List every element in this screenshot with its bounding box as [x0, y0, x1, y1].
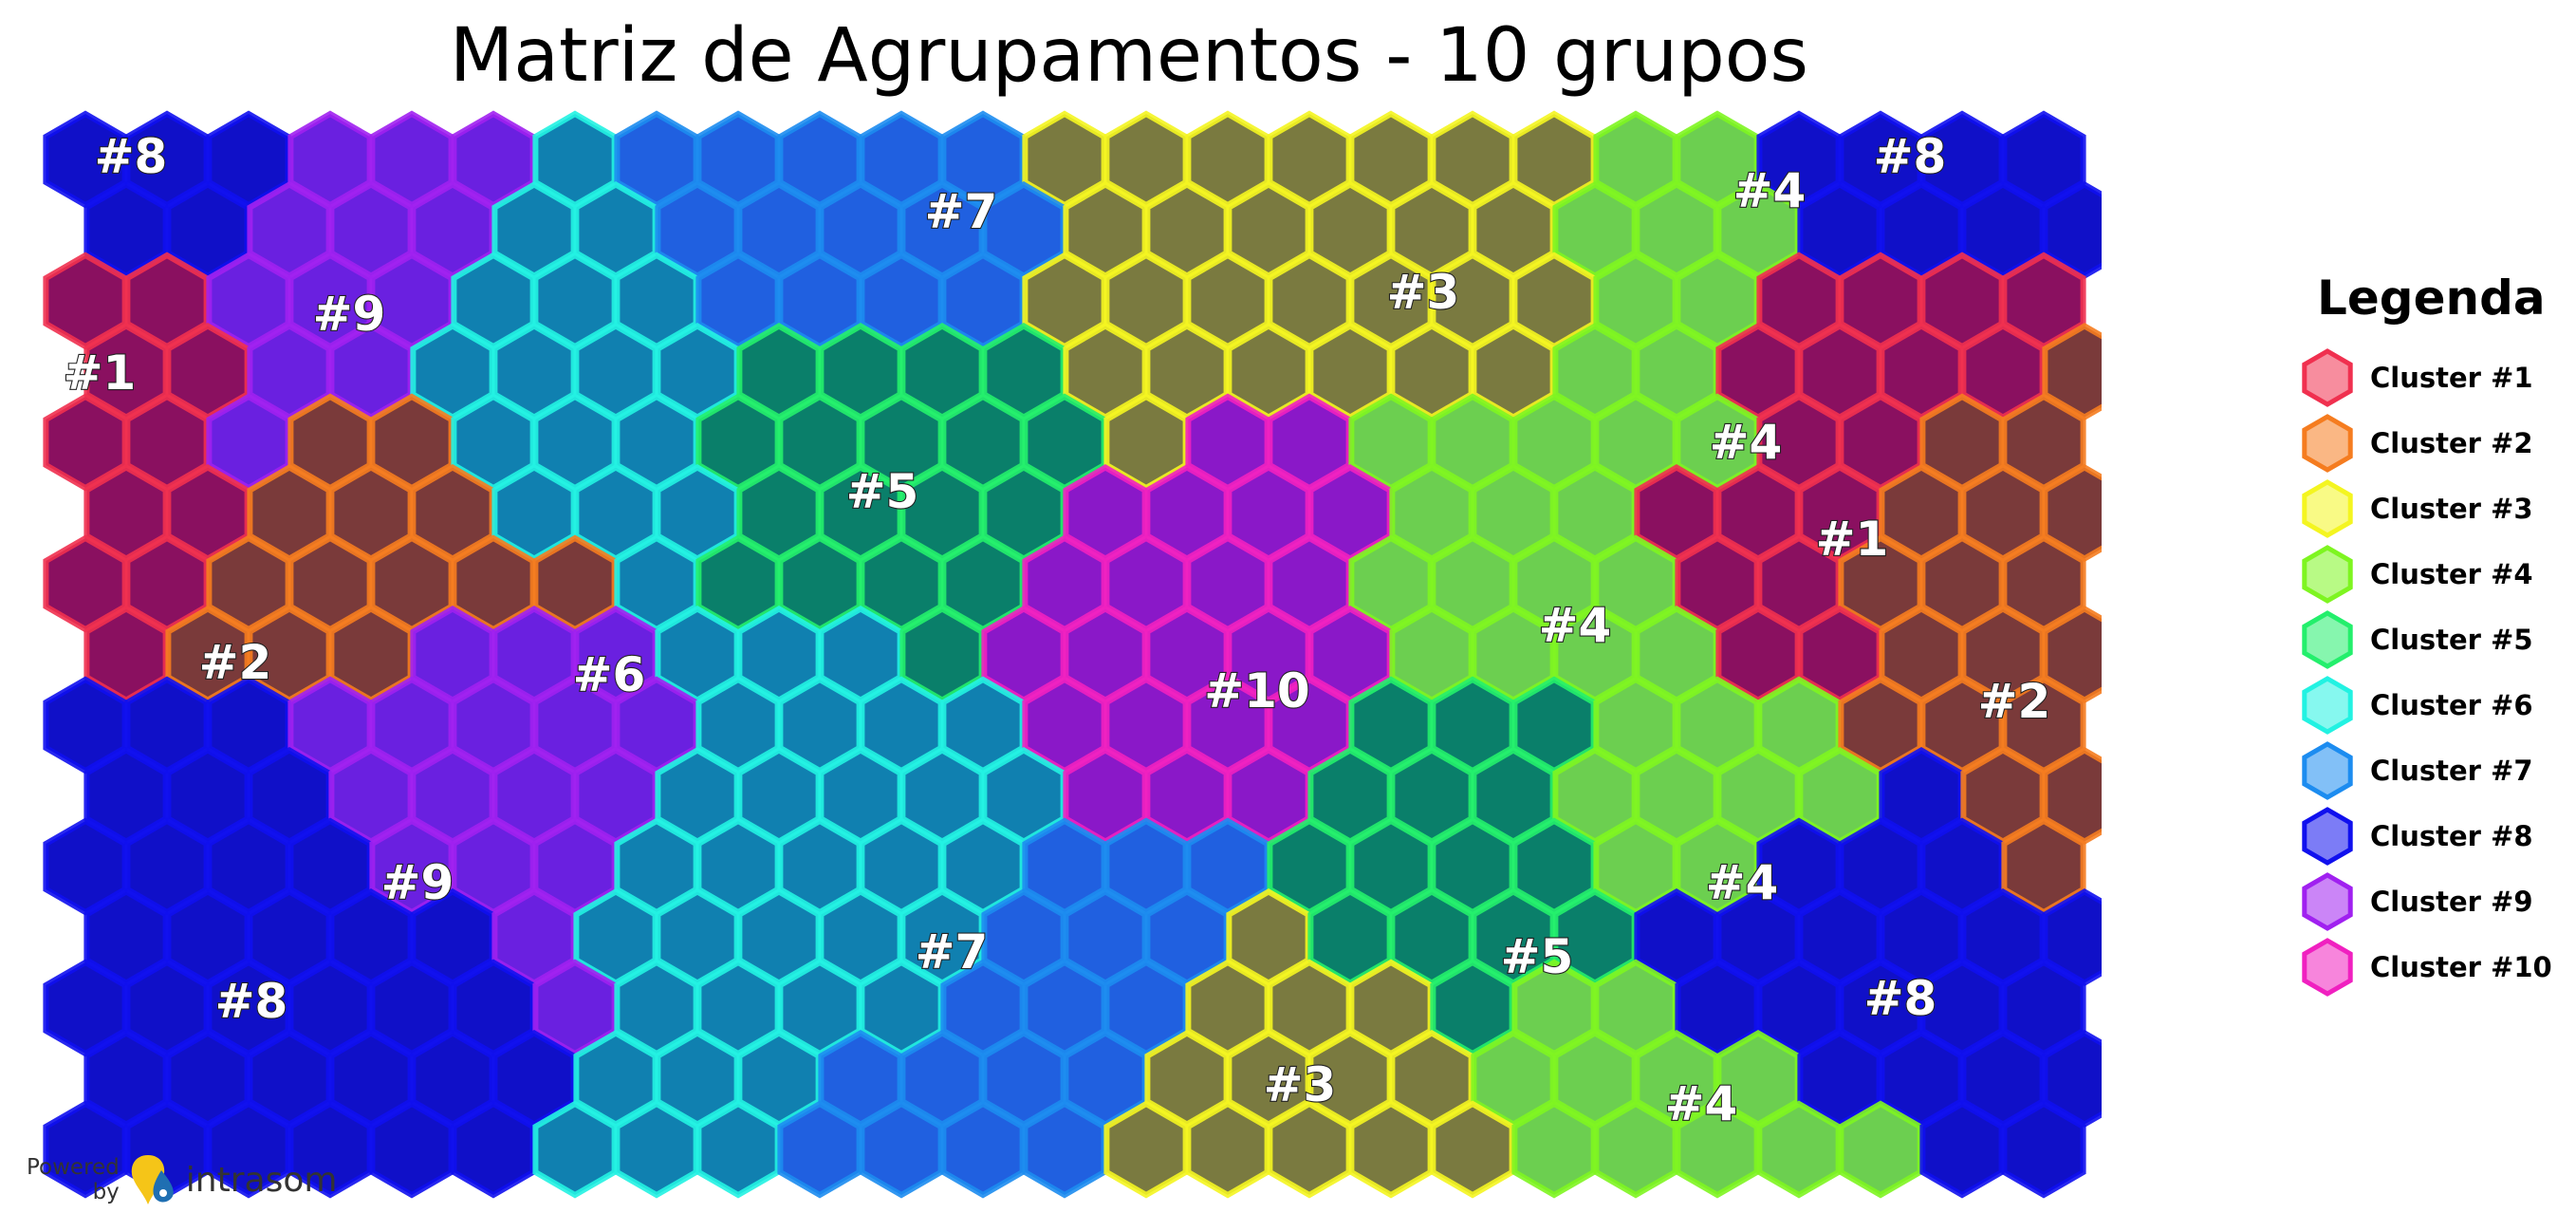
cluster-label: #7	[916, 924, 989, 980]
intrasom-logo-icon	[131, 1155, 174, 1204]
som-hex-cell	[1756, 1100, 1842, 1199]
hex-cells	[43, 110, 2102, 1199]
cluster-label: #8	[1874, 129, 1947, 184]
cluster-label: #5	[1501, 929, 1574, 984]
cluster-labels: #8 #8 #7 #4 #9 #3 #1 #4 #5 #1 #2 #6 #4 #10 #2 #9 #4 #7 #5 #…	[63, 128, 2052, 1132]
som-hex-grid: #8 #8 #7 #4 #9 #3 #1 #4 #5 #1 #2 #6 #4 #10 #2 #9 #4 #7 #5 #…	[43, 110, 2102, 1199]
som-hex-cell	[614, 1100, 699, 1199]
som-hex-cell	[1185, 1100, 1270, 1199]
cluster-label: #8	[1864, 971, 1937, 1026]
cluster-label: #5	[846, 464, 919, 519]
legend-swatch-hexagon	[2302, 413, 2353, 473]
cluster-label: #9	[381, 855, 454, 910]
legend-item: Cluster #9	[2296, 868, 2562, 934]
legend-swatch-hexagon	[2302, 347, 2353, 407]
cluster-label: #1	[64, 345, 137, 401]
legend-label: Cluster #7	[2370, 754, 2533, 787]
cluster-label: #4	[1733, 163, 1807, 218]
brand-name: intrasom	[185, 1160, 338, 1200]
cluster-label: #2	[1978, 674, 2051, 729]
som-hex-cell	[859, 1100, 944, 1199]
legend-title: Legenda	[2317, 271, 2546, 326]
cluster-label: #4	[1710, 415, 1783, 470]
legend-swatch-hexagon	[2302, 871, 2353, 931]
legend-item: Cluster #6	[2296, 672, 2562, 737]
cluster-label: #10	[1204, 663, 1309, 719]
legend-item: Cluster #1	[2296, 345, 2562, 410]
chart-title: Matriz de Agrupamentos - 10 grupos	[449, 13, 1809, 99]
cluster-label: #8	[95, 129, 168, 184]
legend-item: Cluster #8	[2296, 803, 2562, 868]
som-hex-cell	[1267, 1100, 1352, 1199]
legend-item: Cluster #4	[2296, 541, 2562, 607]
cluster-label: #4	[1706, 855, 1779, 910]
powered-text: Powered	[27, 1155, 120, 1180]
legend-label: Cluster #8	[2370, 819, 2533, 852]
cluster-label: #7	[925, 184, 998, 239]
som-hex-cell	[369, 1100, 454, 1199]
legend-item: Cluster #2	[2296, 410, 2562, 476]
legend-swatch-hexagon	[2302, 478, 2353, 538]
cluster-label: #6	[573, 647, 646, 702]
som-hex-cell	[451, 1100, 536, 1199]
som-hex-cell	[695, 1100, 781, 1199]
legend-label: Cluster #10	[2370, 950, 2552, 983]
legend-label: Cluster #5	[2370, 623, 2533, 656]
som-hex-cell	[1103, 1100, 1189, 1199]
cluster-label: #4	[1539, 598, 1612, 653]
cluster-label: #4	[1665, 1076, 1738, 1131]
cluster-label: #3	[1387, 265, 1460, 320]
legend-swatch-hexagon	[2302, 609, 2353, 669]
legend: Legenda Cluster #1 Cluster #2 Cluster #3 Cl…	[2296, 271, 2562, 999]
legend-item: Cluster #10	[2296, 934, 2562, 999]
legend-label: Cluster #2	[2370, 426, 2533, 459]
legend-item: Cluster #3	[2296, 476, 2562, 541]
legend-item: Cluster #7	[2296, 737, 2562, 803]
som-hex-cell	[1593, 1100, 1678, 1199]
legend-swatch-hexagon	[2302, 740, 2353, 800]
powered-by-text: Powered by	[27, 1155, 120, 1204]
som-hex-cell	[777, 1100, 862, 1199]
legend-label: Cluster #3	[2370, 492, 2533, 525]
som-hex-cell	[1919, 1100, 2005, 1199]
legend-label: Cluster #1	[2370, 361, 2533, 394]
legend-swatch-hexagon	[2302, 675, 2353, 735]
som-hex-cell	[1022, 1100, 1107, 1199]
legend-label: Cluster #4	[2370, 557, 2533, 590]
som-hex-cell	[2001, 1100, 2086, 1199]
legend-item: Cluster #5	[2296, 607, 2562, 672]
legend-swatch-hexagon	[2302, 937, 2353, 997]
legend-items: Cluster #1 Cluster #2 Cluster #3 Cluster #4…	[2296, 345, 2562, 999]
som-hex-cell	[1430, 1100, 1515, 1199]
cluster-label: #1	[1816, 512, 1889, 567]
som-hex-cell	[532, 1100, 618, 1199]
cluster-label: #8	[215, 974, 288, 1029]
by-text: by	[92, 1180, 120, 1204]
som-hex-cell	[940, 1100, 1026, 1199]
som-hex-cell	[1511, 1100, 1597, 1199]
powered-by-branding: Powered by intrasom	[27, 1147, 337, 1213]
cluster-label: #9	[313, 287, 386, 342]
cluster-label: #2	[199, 635, 272, 690]
legend-swatch-hexagon	[2302, 544, 2353, 604]
cluster-label: #3	[1264, 1057, 1337, 1112]
som-hex-cell	[1838, 1100, 1923, 1199]
legend-label: Cluster #9	[2370, 885, 2533, 918]
legend-label: Cluster #6	[2370, 688, 2533, 721]
legend-swatch-hexagon	[2302, 806, 2353, 866]
som-hex-cell	[1348, 1100, 1434, 1199]
